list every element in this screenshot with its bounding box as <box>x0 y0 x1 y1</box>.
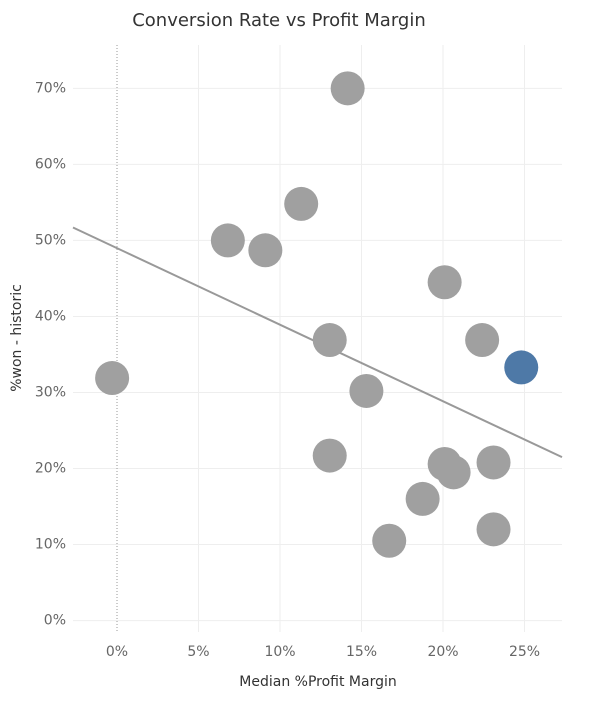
y-tick-label: 50% <box>35 232 66 248</box>
x-tick-label: 15% <box>346 644 377 660</box>
y-tick-label: 60% <box>35 156 66 172</box>
point <box>284 186 319 221</box>
point <box>504 350 539 385</box>
x-tick-label: 10% <box>264 644 295 660</box>
y-tick-label: 40% <box>35 308 66 324</box>
x-tick-label: 20% <box>427 644 458 660</box>
y-axis-title: %won - historic <box>9 284 25 392</box>
y-tick-label: 10% <box>35 537 66 553</box>
point <box>465 323 500 358</box>
point <box>427 265 462 300</box>
point <box>312 323 347 358</box>
point <box>476 445 511 480</box>
chart-title: Conversion Rate vs Profit Margin <box>132 10 426 31</box>
point <box>248 233 283 268</box>
x-tick-label: 0% <box>106 644 128 660</box>
point <box>95 361 130 396</box>
point <box>436 455 471 490</box>
point <box>210 223 245 258</box>
point <box>349 373 384 408</box>
point <box>372 523 407 558</box>
point <box>476 512 511 547</box>
point <box>405 481 440 516</box>
point <box>312 438 347 473</box>
x-axis-title: Median %Profit Margin <box>239 674 396 690</box>
y-tick-label: 20% <box>35 461 66 477</box>
point <box>330 71 365 106</box>
x-tick-label: 5% <box>187 644 209 660</box>
y-tick-label: 0% <box>44 613 66 629</box>
x-tick-label: 25% <box>509 644 540 660</box>
y-tick-label: 30% <box>35 384 66 400</box>
y-tick-label: 70% <box>35 80 66 96</box>
